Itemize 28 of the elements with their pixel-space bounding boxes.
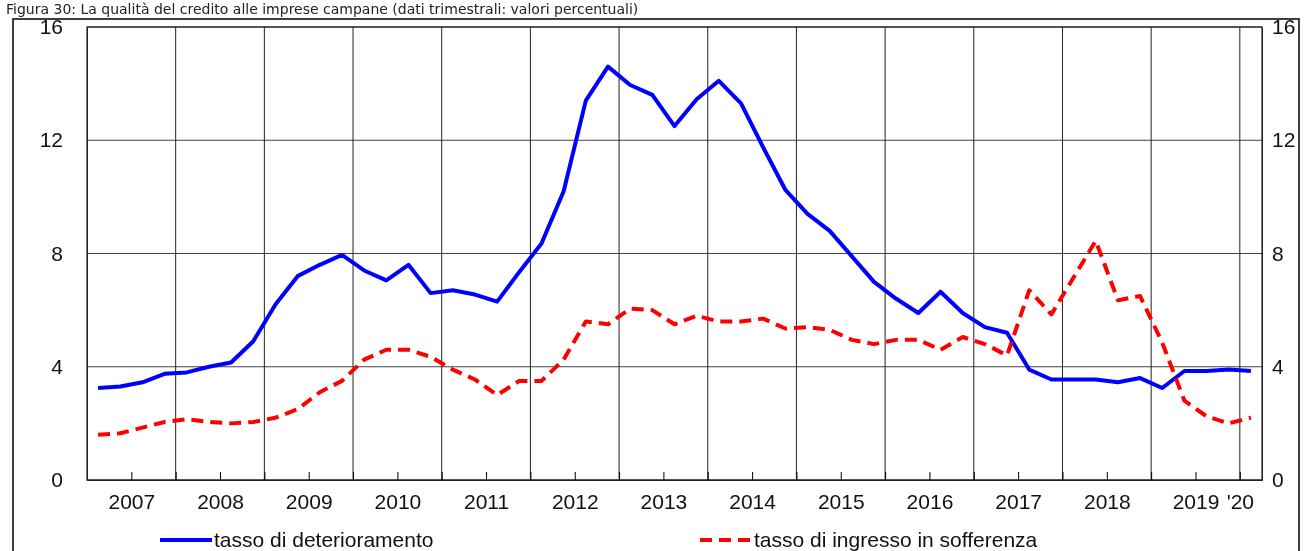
x-tick-label: 2009 [285, 489, 333, 513]
x-tick-label: 2010 [374, 489, 422, 513]
legend-label: tasso di ingresso in sofferenza [754, 528, 1038, 551]
x-tick-label: 2012 [551, 489, 599, 513]
y2-tick-label: 8 [1272, 241, 1284, 265]
y-tick-label: 16 [39, 15, 63, 39]
x-tick-label: 2016 [906, 489, 954, 513]
y2-tick-label: 4 [1272, 354, 1284, 378]
y2-tick-label: 0 [1272, 468, 1284, 492]
x-tick-label: 2011 [463, 489, 510, 513]
x-tick-label: 2018 [1083, 489, 1131, 513]
x-tick-label: 2007 [108, 489, 156, 513]
x-tick-label: 2013 [640, 489, 688, 513]
y-tick-label: 4 [51, 354, 64, 378]
x-tick-label: 2015 [817, 489, 865, 513]
x-tick-label: 2019 [1172, 489, 1220, 513]
chart-title: Figura 30: La qualità del credito alle imprese campane (dati trimestrali: valori percentuali) [6, 1, 639, 17]
x-tick-label: 2014 [729, 489, 777, 513]
line-series [96, 64, 1253, 390]
y-tick-label: 12 [39, 128, 63, 152]
y2-tick-label: 16 [1272, 15, 1296, 39]
x-tick-label: 2008 [197, 489, 244, 513]
y-tick-label: 8 [51, 241, 63, 265]
x-tick-label: '20 [1226, 489, 1255, 513]
x-tick-label: 2017 [995, 489, 1042, 513]
y2-tick-label: 12 [1272, 128, 1296, 152]
y-tick-label: 0 [51, 468, 63, 492]
legend-label: tasso di deterioramento [214, 528, 434, 551]
